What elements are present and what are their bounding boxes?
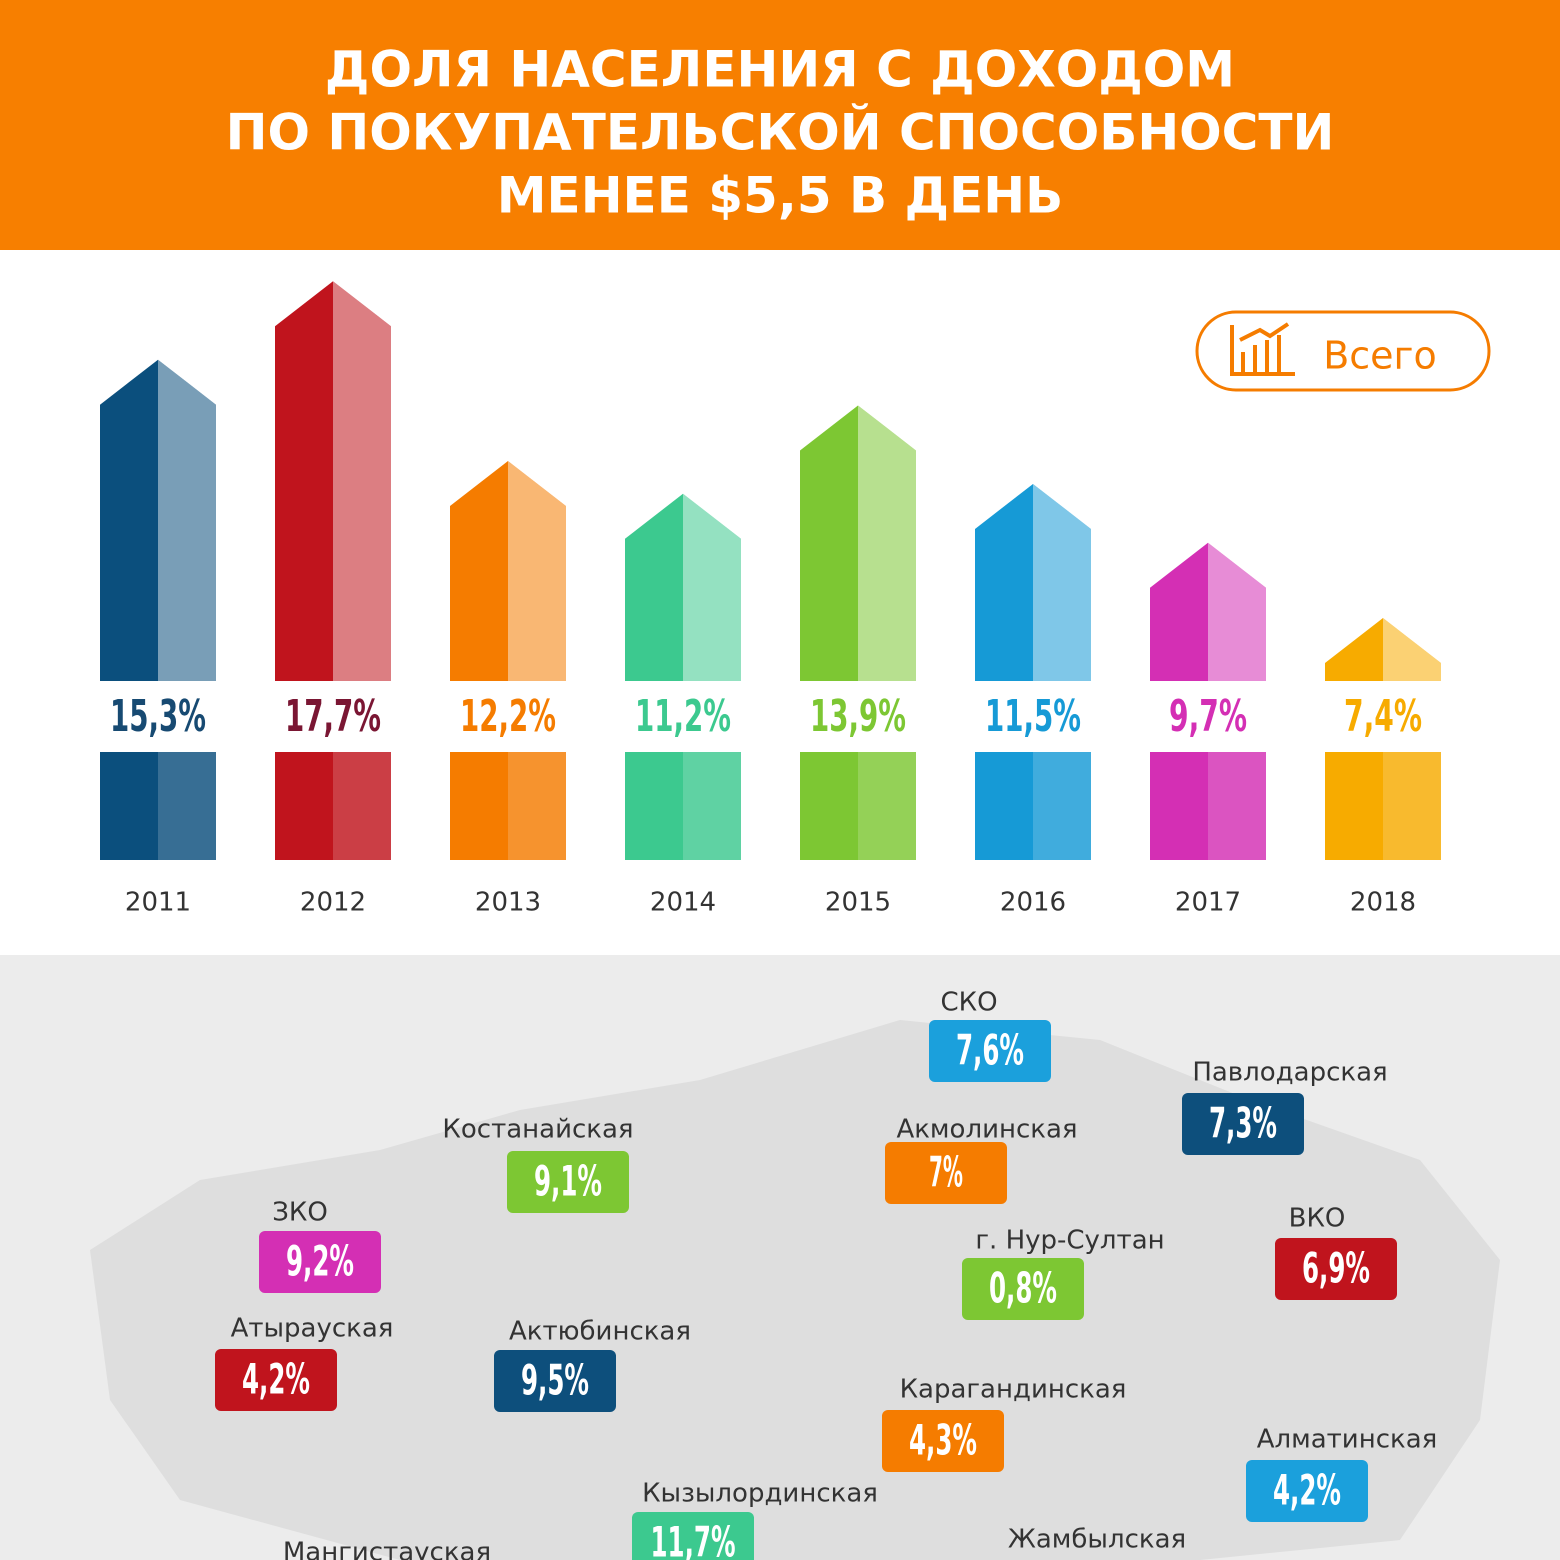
bar (450, 461, 566, 860)
region-box (1182, 1093, 1304, 1155)
bar-light-side (858, 405, 916, 752)
region-value: 4,2% (1273, 1466, 1341, 1515)
x-tick-label: 2013 (475, 888, 541, 918)
region-name: Павлодарская (1192, 1058, 1387, 1088)
region-box (882, 1410, 1004, 1472)
region-name: Алматинская (1257, 1425, 1438, 1455)
region-name: Мангистауская (283, 1538, 491, 1560)
region-name: Карагандинская (900, 1375, 1127, 1405)
region-value: 4,3% (909, 1416, 977, 1465)
region-name: СКО (940, 988, 997, 1018)
bar (975, 483, 1091, 860)
x-tick-label: 2011 (125, 888, 191, 918)
bar-light-side-lower (858, 752, 916, 860)
x-tick-label: 2014 (650, 888, 716, 918)
label-strip (70, 681, 1470, 752)
bar-light-side-lower (333, 752, 391, 860)
region-value: 7,6% (956, 1026, 1024, 1075)
region-value: 6,9% (1302, 1244, 1370, 1293)
bar (625, 493, 741, 860)
value-label: 12,2% (460, 691, 556, 742)
value-label: 15,3% (110, 691, 206, 742)
title-line: МЕНЕЕ $5,5 В ДЕНЬ (497, 167, 1063, 225)
region-box (215, 1349, 337, 1411)
region-box (1275, 1238, 1397, 1300)
region-value: 9,5% (521, 1356, 589, 1405)
bar-light-side (333, 281, 391, 752)
region-name: ВКО (1289, 1204, 1346, 1234)
button-label: Всего (1323, 334, 1437, 378)
region-box (1246, 1460, 1368, 1522)
bar-light-side-lower (158, 752, 216, 860)
region-box (632, 1512, 754, 1560)
region-value: 4,2% (242, 1355, 310, 1404)
x-tick-label: 2016 (1000, 888, 1066, 918)
region-box (962, 1258, 1084, 1320)
value-label: 13,9% (810, 691, 906, 742)
bar-light-side-lower (508, 752, 566, 860)
chart-icon (1230, 322, 1295, 376)
value-label: 9,7% (1169, 691, 1247, 742)
x-tick-label: 2015 (825, 888, 891, 918)
header (0, 0, 1560, 250)
region-value: 9,2% (286, 1237, 354, 1286)
region-value: 7,3% (1209, 1099, 1277, 1148)
total-button[interactable] (1195, 310, 1491, 392)
region-box (494, 1350, 616, 1412)
region-value: 11,7% (651, 1518, 736, 1560)
bar-light-side-lower (683, 752, 741, 860)
title-line: ДОЛЯ НАСЕЛЕНИЯ С ДОХОДОМ (325, 41, 1235, 99)
x-tick-label: 2018 (1350, 888, 1416, 918)
region-name: Акмолинская (896, 1115, 1077, 1145)
bar-light-side (508, 461, 566, 752)
value-label: 17,7% (285, 691, 381, 742)
region-value: 7% (929, 1148, 963, 1197)
bar-light-side-lower (1208, 752, 1266, 860)
map-shape (90, 1020, 1500, 1560)
title-line: ПО ПОКУПАТЕЛЬСКОЙ СПОСОБНОСТИ (226, 103, 1335, 162)
region-name: г. Нур-Султан (975, 1226, 1164, 1256)
region-box (507, 1151, 629, 1213)
region-name: Жамбылская (1008, 1525, 1186, 1555)
region-name: Атырауская (231, 1314, 394, 1344)
region-name: Кызылординская (642, 1479, 878, 1509)
region-box (885, 1142, 1007, 1204)
region-box (929, 1020, 1051, 1082)
region-value: 9,1% (534, 1157, 602, 1206)
x-tick-label: 2017 (1175, 888, 1241, 918)
bar-light-side (158, 359, 216, 752)
value-label: 7,4% (1344, 691, 1422, 742)
x-tick-label: 2012 (300, 888, 366, 918)
value-label: 11,5% (985, 691, 1081, 742)
region-box (259, 1231, 381, 1293)
value-label: 11,2% (635, 691, 731, 742)
region-name: ЗКО (272, 1198, 328, 1228)
bar-light-side-lower (1383, 752, 1441, 860)
region-name: Актюбинская (509, 1317, 691, 1347)
bar-light-side-lower (1033, 752, 1091, 860)
region-name: Костанайская (442, 1115, 633, 1145)
region-value: 0,8% (989, 1264, 1057, 1313)
